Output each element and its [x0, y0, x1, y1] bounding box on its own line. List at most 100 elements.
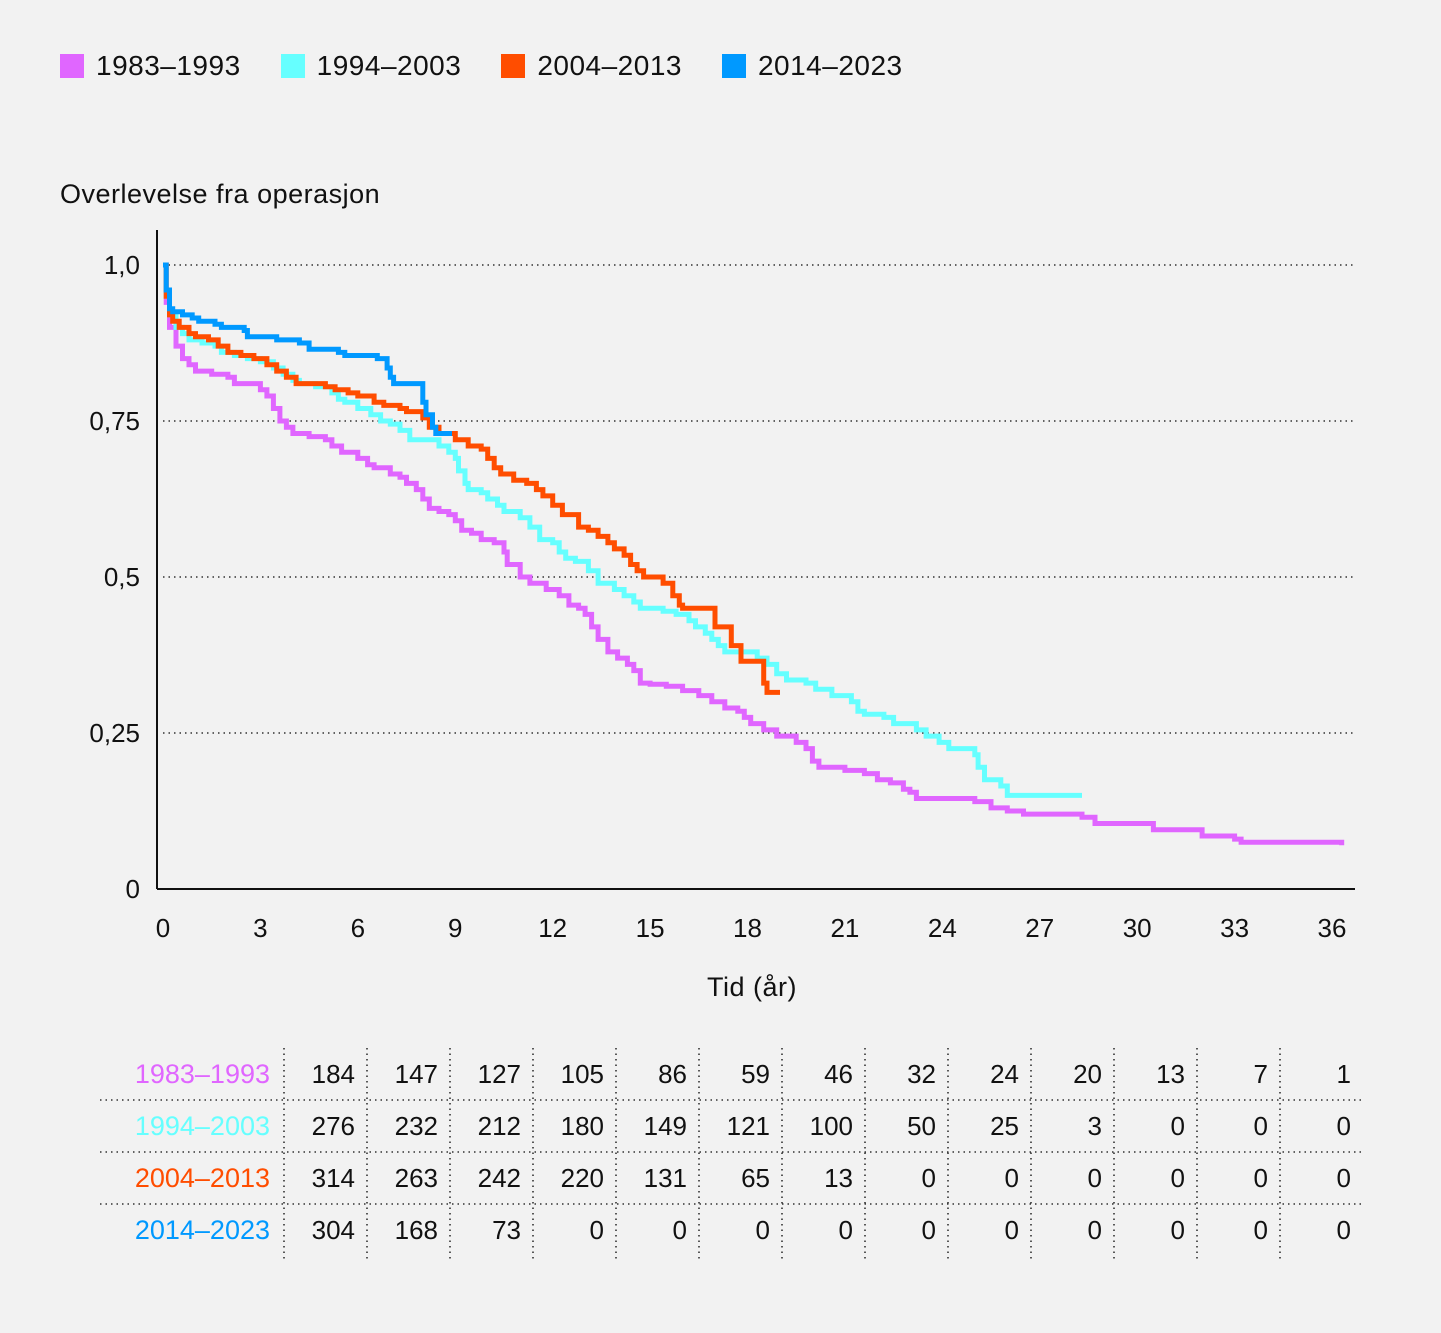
x-tick-label: 0 — [156, 913, 170, 943]
y-tick-label: 0,25 — [89, 718, 140, 748]
risk-cell: 50 — [907, 1111, 936, 1141]
risk-cell: 73 — [492, 1215, 521, 1245]
risk-row: 1994–2003 276 232 212 180 149 121 100 50 25 3 0 0 0 — [0, 1100, 1441, 1152]
risk-cell: 127 — [477, 1059, 521, 1089]
risk-cell: 46 — [824, 1059, 853, 1089]
risk-cell: 180 — [560, 1111, 604, 1141]
risk-cell: 0 — [1253, 1163, 1268, 1193]
risk-cell: 59 — [741, 1059, 770, 1089]
legend-item-1994-2003: 1994–2003 — [280, 50, 462, 82]
x-tick-label: 6 — [351, 913, 365, 943]
risk-cell: 0 — [1253, 1111, 1268, 1141]
legend-item-2004-2013: 2004–2013 — [501, 50, 682, 82]
legend-label: 2004–2013 — [537, 50, 682, 81]
series-line — [163, 262, 1345, 846]
risk-cell: 0 — [1087, 1163, 1102, 1193]
x-tick-label: 30 — [1123, 913, 1152, 943]
risk-cell: 0 — [921, 1163, 936, 1193]
risk-cell: 314 — [311, 1163, 355, 1193]
risk-cell: 7 — [1253, 1059, 1268, 1089]
risk-cell: 149 — [643, 1111, 687, 1141]
risk-cell: 0 — [1004, 1215, 1019, 1245]
x-axis-title: Tid (år) — [707, 972, 797, 1002]
risk-cell: 184 — [311, 1059, 355, 1089]
legend-swatch — [721, 54, 746, 78]
risk-cell: 121 — [726, 1111, 770, 1141]
risk-cell: 220 — [560, 1163, 604, 1193]
risk-cell: 13 — [824, 1163, 853, 1193]
y-tick-label: 0 — [126, 874, 140, 904]
risk-cell: 0 — [1004, 1163, 1019, 1193]
legend-item-1983-1993: 1983–1993 — [60, 50, 241, 82]
risk-row: 2014–2023 304 168 73 0 0 0 0 0 0 0 0 0 0 — [0, 1204, 1441, 1256]
risk-row: 1983–1993 184 147 127 105 86 59 46 32 24 20 13 7 1 — [0, 1048, 1441, 1100]
risk-cell: 0 — [589, 1215, 604, 1245]
risk-cell: 0 — [921, 1215, 936, 1245]
risk-cell: 32 — [907, 1059, 936, 1089]
risk-cell: 232 — [394, 1111, 438, 1141]
risk-cell: 276 — [311, 1111, 355, 1141]
grid-lines — [163, 264, 1355, 734]
risk-cell: 0 — [1170, 1111, 1185, 1141]
y-tick-label: 0,5 — [104, 562, 140, 592]
risk-cell: 0 — [1336, 1215, 1351, 1245]
series-lines — [163, 262, 1345, 846]
y-tick-label: 1,0 — [104, 250, 140, 280]
series-line — [163, 262, 780, 695]
risk-cell: 3 — [1087, 1111, 1102, 1141]
risk-row-label: 2014–2023 — [134, 1215, 270, 1245]
legend-label: 1983–1993 — [96, 50, 241, 81]
x-tick-labels: 0 3 6 9 12 15 18 21 24 27 30 33 36 — [156, 913, 1347, 943]
risk-cell: 168 — [394, 1215, 438, 1245]
risk-cell: 0 — [838, 1215, 853, 1245]
legend-swatch — [280, 54, 305, 78]
y-axis-title: Overlevelse fra operasjon — [60, 179, 380, 209]
risk-cell: 0 — [1253, 1215, 1268, 1245]
survival-chart: Overlevelse fra operasjon Tid (år) 0 0,25… — [60, 179, 1355, 1002]
x-tick-label: 21 — [830, 913, 859, 943]
series-line — [163, 262, 452, 436]
risk-cell: 100 — [809, 1111, 853, 1141]
risk-table-grid — [100, 1048, 1363, 1260]
risk-cell: 25 — [990, 1111, 1019, 1141]
y-tick-label: 0,75 — [89, 406, 140, 436]
risk-cell: 13 — [1156, 1059, 1185, 1089]
risk-cell: 86 — [658, 1059, 687, 1089]
x-tick-label: 27 — [1025, 913, 1054, 943]
axes — [156, 230, 1355, 890]
legend-label: 2014–2023 — [757, 50, 903, 81]
x-tick-label: 12 — [538, 913, 567, 943]
risk-cell: 105 — [560, 1059, 604, 1089]
risk-cell: 20 — [1073, 1059, 1102, 1089]
legend: 1983–1993 1994–2003 2004–2013 2014–2023 — [60, 50, 943, 82]
risk-cell: 65 — [741, 1163, 770, 1193]
risk-cell: 0 — [1170, 1215, 1185, 1245]
risk-cell: 24 — [990, 1059, 1019, 1089]
legend-label: 1994–2003 — [316, 50, 462, 81]
risk-cell: 0 — [1336, 1111, 1351, 1141]
risk-row-label: 2004–2013 — [134, 1163, 270, 1193]
risk-row-label: 1983–1993 — [134, 1059, 270, 1089]
risk-cell: 0 — [672, 1215, 687, 1245]
risk-cell: 1 — [1336, 1059, 1351, 1089]
risk-cell: 212 — [477, 1111, 521, 1141]
x-tick-label: 18 — [733, 913, 762, 943]
risk-cell: 0 — [755, 1215, 770, 1245]
risk-cell: 147 — [394, 1059, 438, 1089]
y-tick-labels: 0 0,25 0,5 0,75 1,0 — [89, 250, 140, 904]
x-tick-label: 24 — [928, 913, 957, 943]
legend-swatch — [501, 54, 526, 78]
risk-cell: 0 — [1087, 1215, 1102, 1245]
risk-cell: 304 — [311, 1215, 355, 1245]
x-tick-label: 9 — [448, 913, 462, 943]
risk-row: 2004–2013 314 263 242 220 131 65 13 0 0 0 0 0 0 — [0, 1152, 1441, 1204]
legend-swatch — [60, 54, 84, 78]
risk-cell: 263 — [394, 1163, 438, 1193]
risk-cell: 0 — [1336, 1163, 1351, 1193]
risk-cell: 242 — [477, 1163, 521, 1193]
x-tick-label: 36 — [1318, 913, 1347, 943]
risk-cell: 0 — [1170, 1163, 1185, 1193]
x-tick-label: 15 — [636, 913, 665, 943]
risk-cell: 131 — [643, 1163, 687, 1193]
x-tick-label: 33 — [1220, 913, 1249, 943]
